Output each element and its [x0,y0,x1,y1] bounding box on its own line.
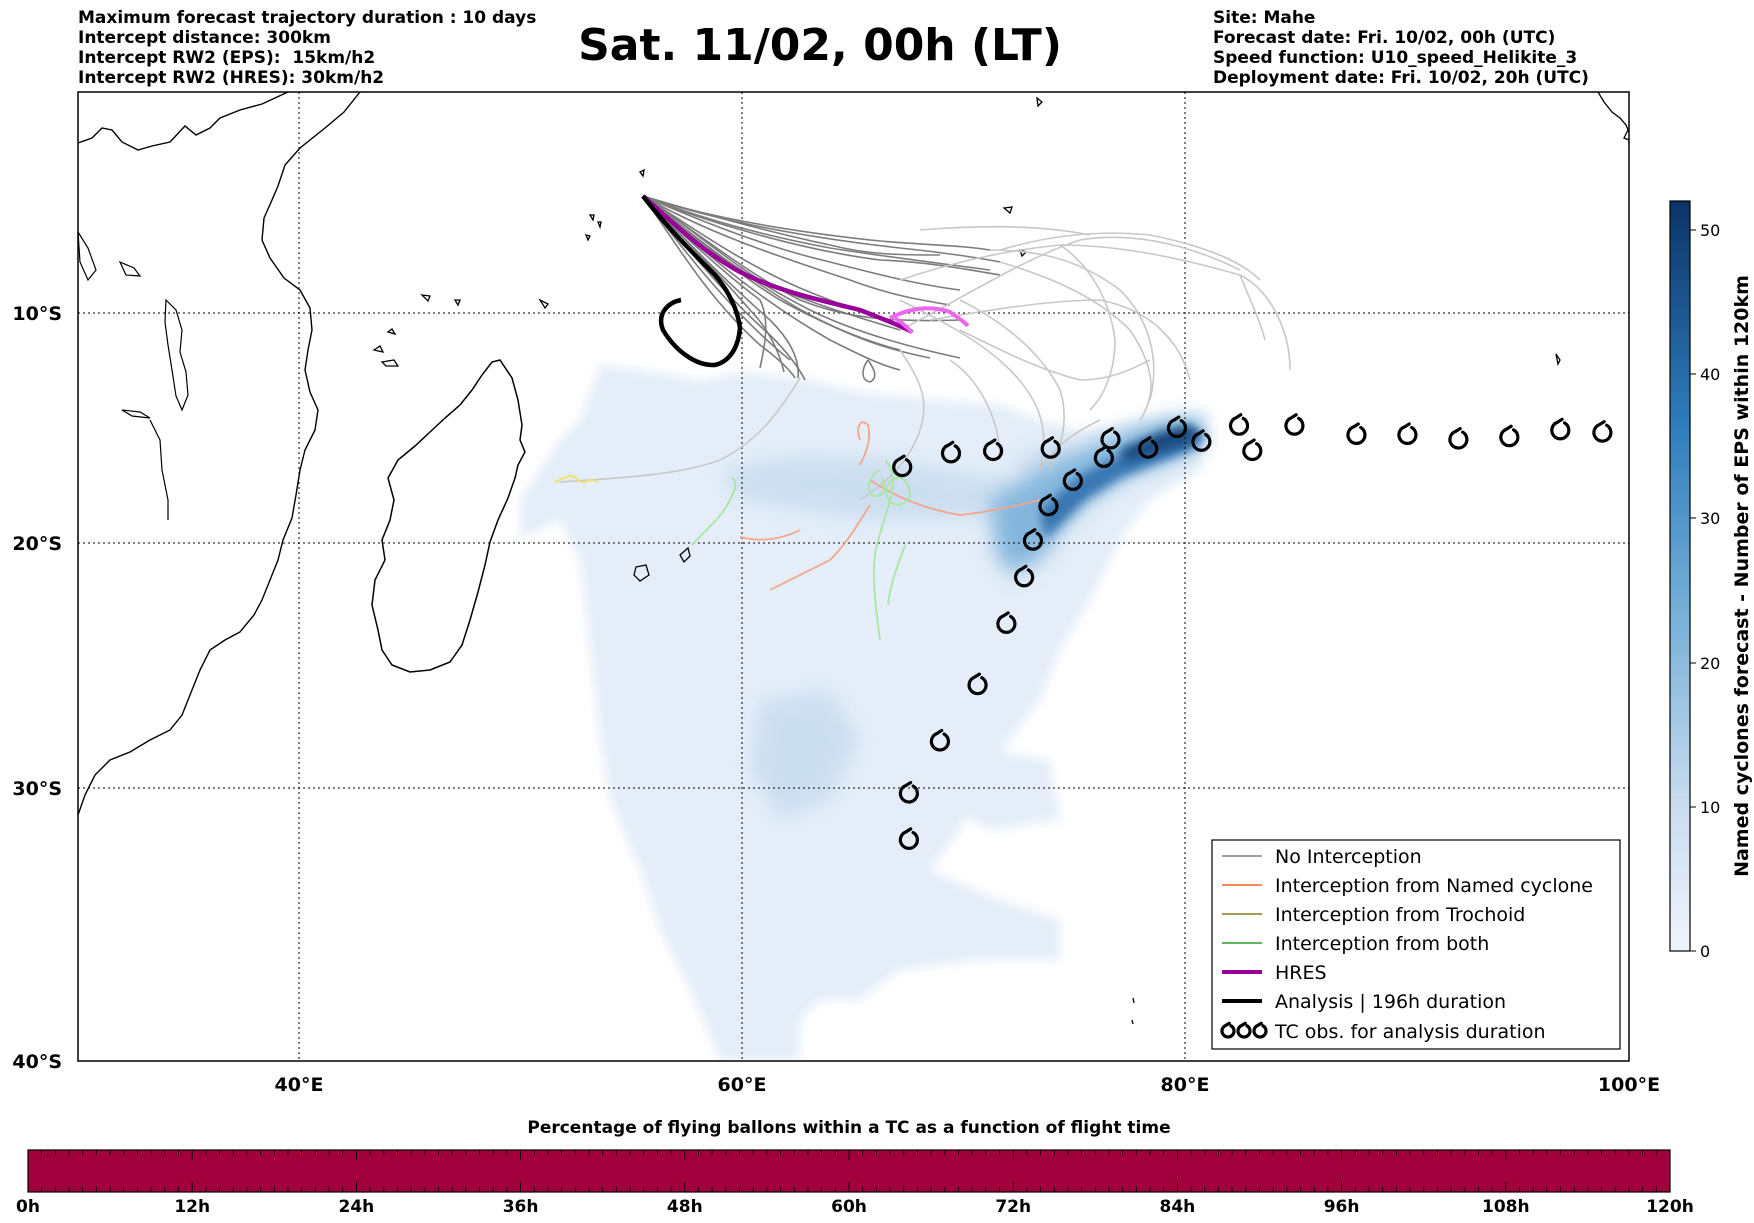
max-duration-text: Maximum forecast trajectory duration : 1… [78,8,537,28]
timebar-tick-label: 24h [339,1197,375,1217]
tc-observation-marker [898,827,919,850]
tc-observations [892,413,1613,850]
tc-observation-marker [1191,429,1212,452]
tc-observation-marker [1040,436,1061,459]
lon-tick-100: 100°E [1598,1074,1660,1096]
hres-trajectory [641,194,914,334]
legend-tc-symbol [1220,1021,1268,1039]
tc-observation-marker [1448,426,1469,450]
tc-observation-marker [940,440,962,464]
colorbar-eps: 0 10 20 30 40 50 Named cyclones forecast… [1669,200,1753,961]
speed-function-text: Speed function: U10_speed_Helikite_3 [1213,48,1578,68]
tc-observation-marker [1022,528,1044,551]
map-frame [77,91,1630,1062]
colorbar-gradient [1669,200,1691,952]
timebar-tick-label: 84h [1160,1197,1196,1217]
legend-label-no-interception: No Interception [1275,846,1422,868]
tc-observation-marker [983,438,1004,462]
eps-trajectories-both [691,459,911,641]
tc-observation-marker [1100,426,1121,450]
colorbar-tick-0: 0 [1700,942,1710,961]
tc-observation-marker [898,780,919,804]
colorbar-tick-50: 50 [1700,221,1720,240]
intercept-distance-text: Intercept distance: 300km [78,28,331,48]
forecast-date-text: Forecast date: Fri. 10/02, 00h (UTC) [1213,28,1556,48]
timebar-title: Percentage of flying ballons within a TC… [527,1118,1171,1138]
timebar-tick-label: 120h [1646,1197,1694,1217]
lon-tick-60: 60°E [718,1074,767,1096]
colorbar-tick-40: 40 [1700,365,1720,384]
eps-trajectories-trochoid [554,475,598,483]
lat-tick-40: 40°S [12,1051,62,1073]
tc-observation-marker [1397,422,1418,445]
header-info-left: Maximum forecast trajectory duration : 1… [78,8,536,88]
lat-tick-30: 30°S [12,778,62,800]
islands [372,92,1629,1025]
intercept-eps-text: Intercept RW2 (EPS): 15km/h2 [78,48,376,68]
eps-trajectories-light [559,225,1291,501]
lon-tick-40: 40°E [275,1074,324,1096]
tc-observation-marker [1284,413,1305,436]
tc-observation-marker [1228,413,1250,436]
timebar-tick-label: 60h [831,1197,867,1217]
colorbar-tick-20: 20 [1700,654,1720,673]
deployment-date-text: Deployment date: Fri. 10/02, 20h (UTC) [1213,68,1589,88]
legend-label-analysis: Analysis | 196h duration [1275,991,1506,1013]
analysis-trajectory [641,194,743,368]
tc-observation-marker [1014,564,1035,588]
legend-label-both: Interception from both [1275,933,1489,955]
timebar-tick-label: 72h [995,1197,1031,1217]
africa-inner-lakes [78,231,189,520]
eps-trajectories-named-cyclone [739,421,1041,591]
colorbar-label: Named cyclones forecast - Number of EPS … [1731,275,1753,877]
africa-coastline [78,92,361,816]
colorbar-tick-30: 30 [1700,509,1720,528]
legend: No Interception Interception from Named … [1211,839,1621,1050]
legend-label-trochoid: Interception from Trochoid [1275,904,1525,926]
tc-observation-marker [967,672,988,696]
timebar-tick-label: 96h [1324,1197,1360,1217]
colorbar-tick-10: 10 [1700,798,1720,817]
map-title: Sat. 11/02, 00h (LT) [578,20,1062,71]
lat-tick-20: 20°S [12,533,62,555]
legend-label-hres: HRES [1275,962,1327,984]
tc-observation-marker [1242,438,1263,462]
legend-tc-marker [1252,1021,1268,1039]
madagascar-coastline [371,359,526,673]
timebar-tick-label: 12h [174,1197,210,1217]
timebar-tick-label: 48h [667,1197,703,1217]
tc-observation-marker [1166,415,1188,439]
legend-tc-marker [1236,1021,1252,1039]
lat-tick-10: 10°S [12,303,62,325]
header-info-right: Site: Mahe Forecast date: Fri. 10/02, 00… [1213,8,1589,88]
timebar-tick-label: 108h [1482,1197,1530,1217]
hres-trajectory-end [889,306,970,335]
tc-observation-marker [1062,468,1083,491]
site-text: Site: Mahe [1213,8,1316,28]
tc-observation-marker [1346,422,1367,445]
timebar: 0h 12h 24h 36h 48h 60h 72h 84h 96h 108h 120h [16,1149,1694,1217]
graticule [78,92,1629,1061]
tc-observation-marker [1093,445,1114,468]
tc-observation-marker [929,728,950,752]
timebar-tick-label: 36h [503,1197,539,1217]
intercept-hres-text: Intercept RW2 (HRES): 30km/h2 [78,68,385,88]
legend-label-tc-obs: TC obs. for analysis duration [1274,1021,1546,1043]
tc-observation-marker [1550,417,1571,441]
tc-observation-marker [1499,424,1520,448]
legend-tc-marker [1220,1021,1236,1039]
tc-observation-marker [1592,420,1613,443]
legend-label-named-cyclone: Interception from Named cyclone [1275,875,1593,897]
lon-tick-80: 80°E [1161,1074,1210,1096]
tc-observation-marker [1138,436,1159,459]
tc-observation-marker [892,454,913,478]
timebar-tick-label: 0h [16,1197,40,1217]
tc-observation-marker [1038,493,1059,517]
tc-observation-marker [996,611,1017,634]
